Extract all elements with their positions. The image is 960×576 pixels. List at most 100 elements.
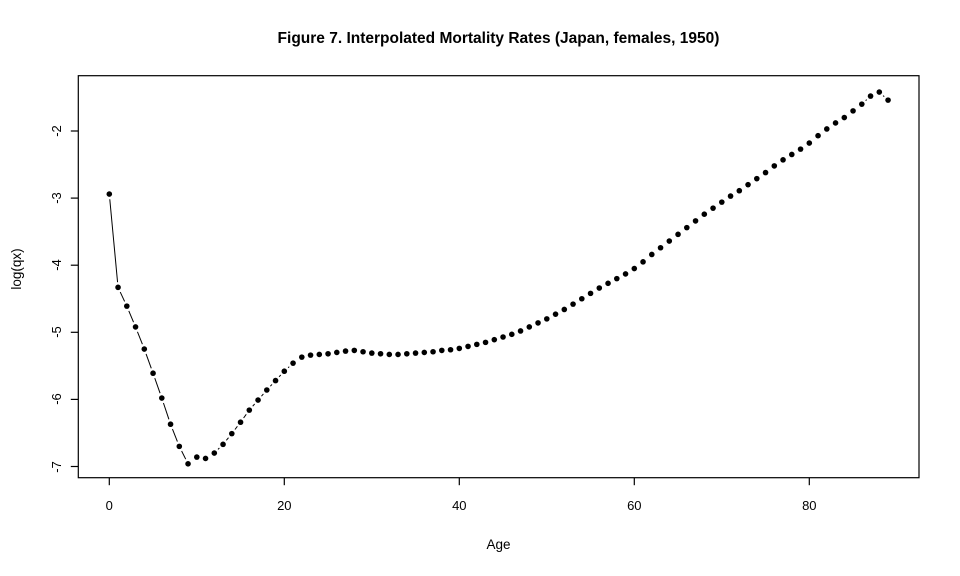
data-point: [176, 443, 183, 450]
data-point: [762, 169, 769, 176]
x-tick-label: 0: [105, 498, 113, 513]
x-tick-label: 20: [277, 498, 292, 513]
data-point: [885, 97, 891, 103]
series-line-segment: [119, 291, 126, 302]
data-point: [412, 350, 419, 356]
data-point: [727, 193, 734, 199]
series-line-segment: [278, 374, 282, 378]
data-point: [579, 295, 585, 302]
data-point: [552, 311, 559, 317]
series-line-segment: [225, 437, 229, 441]
y-tick-label: -4: [49, 259, 64, 271]
data-point: [867, 93, 874, 99]
data-point: [124, 303, 130, 309]
data-point: [859, 101, 865, 107]
chart-title: Figure 7. Interpolated Mortality Rates (…: [277, 30, 720, 47]
data-point: [832, 120, 839, 126]
data-point: [701, 211, 708, 218]
data-point: [290, 360, 296, 366]
series-line-segment: [882, 95, 885, 97]
data-point: [745, 181, 751, 188]
data-point: [684, 224, 690, 231]
data-point: [771, 163, 778, 169]
data-point: [430, 348, 436, 355]
series-line-segment: [269, 384, 273, 387]
data-point: [360, 348, 366, 355]
data-point: [570, 301, 576, 307]
data-point: [657, 244, 664, 251]
series-line-segment: [128, 310, 134, 323]
data-point: [115, 284, 121, 291]
x-tick-label: 60: [627, 498, 642, 513]
data-point: [815, 132, 821, 139]
data-point: [692, 218, 699, 224]
data-point: [351, 347, 358, 354]
series-line-segment: [865, 99, 868, 102]
data-point: [526, 324, 533, 330]
data-point: [482, 339, 489, 346]
data-point: [797, 146, 804, 152]
data-point: [561, 306, 568, 313]
data-point: [649, 251, 655, 258]
data-point: [141, 346, 148, 352]
series-line-segment: [261, 393, 264, 397]
data-point: [299, 354, 305, 360]
data-point: [876, 89, 883, 95]
data-point: [159, 395, 165, 401]
series-line-segment: [243, 414, 247, 419]
data-point: [237, 419, 244, 426]
data-point: [465, 343, 471, 350]
data-point: [544, 316, 550, 322]
x-tick-label: 40: [452, 498, 467, 513]
series-line-segment: [171, 428, 178, 442]
y-tick-label: -3: [49, 192, 64, 204]
data-point: [587, 290, 594, 297]
data-point: [824, 126, 830, 132]
series-line-segment: [136, 331, 143, 345]
data-point: [264, 387, 270, 393]
data-point: [517, 328, 524, 334]
data-point: [710, 205, 716, 211]
data-point: [211, 450, 218, 456]
data-point: [194, 454, 200, 460]
data-point: [509, 331, 515, 338]
series-line-segment: [145, 353, 152, 369]
data-point: [369, 350, 375, 356]
data-point: [754, 175, 760, 182]
data-point: [500, 334, 506, 340]
data-point: [439, 347, 445, 354]
data-point: [456, 345, 463, 352]
data-point: [316, 351, 323, 358]
data-point: [474, 341, 480, 348]
data-point: [246, 407, 253, 413]
data-point: [605, 280, 611, 287]
data-point: [841, 114, 848, 121]
data-point: [167, 421, 174, 428]
data-point: [596, 285, 603, 291]
y-tick-label: -2: [49, 125, 64, 137]
data-point: [106, 191, 113, 197]
series-line-segment: [162, 402, 170, 420]
y-tick-label: -5: [49, 326, 64, 339]
data-point: [736, 187, 743, 194]
data-point: [675, 231, 681, 238]
data-point: [255, 397, 261, 403]
data-point: [421, 349, 428, 356]
series-line-segment: [109, 199, 119, 283]
data-point: [780, 157, 786, 163]
data-point: [535, 320, 541, 326]
data-point: [640, 259, 646, 265]
data-point: [491, 336, 498, 343]
data-point: [614, 275, 620, 282]
data-point: [220, 441, 226, 448]
series-line-segment: [154, 377, 161, 394]
data-point: [325, 350, 331, 357]
data-point: [334, 349, 340, 356]
y-tick-label: -7: [49, 460, 64, 473]
data-point: [150, 370, 156, 377]
data-point: [404, 350, 410, 357]
data-point: [307, 352, 314, 358]
data-point: [631, 265, 638, 272]
